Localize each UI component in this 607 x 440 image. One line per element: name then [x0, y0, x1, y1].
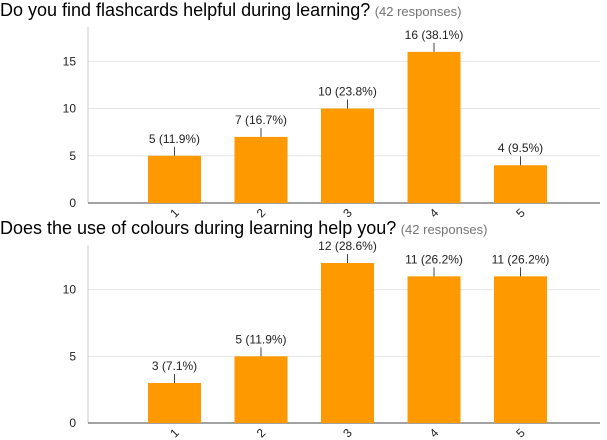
x-tick-label: 5 — [513, 425, 528, 440]
bar — [407, 276, 461, 423]
bar — [321, 108, 374, 203]
bar — [234, 136, 288, 203]
chart-title: Do you find flashcards helpful during le… — [0, 0, 371, 20]
bar — [321, 263, 374, 423]
data-label: 16 (38.1%) — [405, 28, 464, 42]
bar — [494, 276, 547, 423]
data-label: 11 (26.2%) — [405, 252, 463, 266]
bar — [234, 356, 288, 423]
response-count: (42 responses) — [374, 4, 462, 19]
data-label: 5 (11.9%) — [235, 332, 286, 346]
x-tick-label: 2 — [254, 425, 269, 440]
data-label: 10 (23.8%) — [318, 85, 377, 99]
data-label: 3 (7.1%) — [152, 359, 197, 373]
x-tick-label: 3 — [340, 425, 355, 440]
bar — [148, 155, 201, 203]
response-count: (42 responses) — [400, 222, 488, 237]
chart-title-row: Does the use of colours during learning … — [0, 218, 487, 239]
bar — [148, 383, 201, 423]
data-label: 4 (9.5%) — [498, 141, 543, 155]
y-tick-label: 10 — [63, 102, 77, 116]
chart-panel-flashcards: Do you find flashcards helpful during le… — [0, 0, 607, 220]
x-tick-label: 1 — [167, 425, 182, 440]
y-tick-label: 0 — [69, 416, 76, 430]
y-tick-label: 15 — [63, 54, 77, 68]
data-label: 11 (26.2%) — [492, 252, 550, 266]
y-tick-label: 10 — [63, 283, 77, 297]
y-tick-label: 5 — [69, 149, 76, 163]
bar-chart-colours: 0 5 10 3 (7.1%) 1 5 (11.9%) 2 12 (28.6%) 3 11 (26… — [63, 239, 600, 440]
chart-title-row: Do you find flashcards helpful during le… — [0, 0, 461, 21]
y-tick-label: 0 — [69, 196, 76, 210]
bar — [407, 51, 461, 204]
data-label: 5 (11.9%) — [149, 132, 200, 146]
chart-panel-colours: Does the use of colours during learning … — [0, 218, 607, 440]
x-tick-label: 4 — [427, 425, 442, 440]
chart-title: Does the use of colours during learning … — [0, 218, 397, 238]
y-tick-label: 5 — [69, 349, 76, 363]
data-label: 7 (16.7%) — [235, 113, 287, 127]
data-label: 12 (28.6%) — [318, 239, 377, 253]
bar — [494, 165, 547, 203]
